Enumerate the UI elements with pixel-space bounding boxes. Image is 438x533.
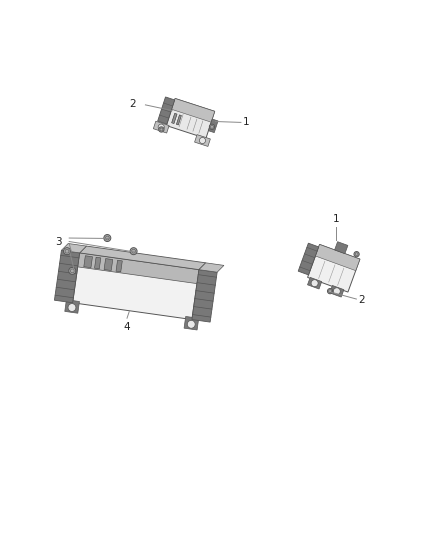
Polygon shape — [199, 263, 224, 272]
Polygon shape — [298, 243, 319, 275]
Circle shape — [68, 304, 76, 311]
Polygon shape — [307, 277, 322, 289]
Circle shape — [209, 124, 215, 130]
Text: 2: 2 — [129, 99, 136, 109]
Text: 2: 2 — [359, 295, 365, 305]
Circle shape — [69, 268, 76, 274]
Circle shape — [199, 138, 205, 143]
Polygon shape — [78, 253, 199, 284]
Polygon shape — [84, 256, 92, 268]
Polygon shape — [153, 121, 169, 133]
Polygon shape — [307, 245, 360, 292]
Polygon shape — [330, 286, 344, 297]
Circle shape — [187, 320, 195, 328]
Polygon shape — [194, 135, 210, 147]
Polygon shape — [172, 114, 177, 124]
Circle shape — [354, 252, 359, 257]
Polygon shape — [208, 119, 218, 133]
Circle shape — [328, 288, 333, 294]
Polygon shape — [104, 259, 113, 271]
Polygon shape — [166, 99, 215, 139]
Circle shape — [159, 127, 164, 132]
Polygon shape — [335, 241, 348, 254]
Circle shape — [158, 124, 164, 130]
Polygon shape — [172, 99, 215, 122]
Text: 3: 3 — [55, 237, 61, 247]
Polygon shape — [315, 245, 360, 271]
Polygon shape — [192, 270, 217, 322]
Polygon shape — [95, 257, 101, 269]
Text: 1: 1 — [332, 214, 339, 224]
Polygon shape — [80, 246, 206, 270]
Text: 4: 4 — [124, 322, 131, 332]
Polygon shape — [116, 260, 122, 272]
Polygon shape — [73, 253, 199, 319]
Text: 1: 1 — [243, 117, 249, 127]
Polygon shape — [158, 97, 175, 124]
Polygon shape — [177, 115, 181, 125]
Circle shape — [104, 235, 111, 241]
Circle shape — [333, 288, 340, 295]
Polygon shape — [54, 251, 80, 303]
Circle shape — [64, 248, 71, 255]
Polygon shape — [65, 300, 79, 313]
Circle shape — [130, 248, 137, 255]
Polygon shape — [61, 244, 86, 253]
Circle shape — [311, 280, 318, 287]
Polygon shape — [184, 317, 199, 330]
